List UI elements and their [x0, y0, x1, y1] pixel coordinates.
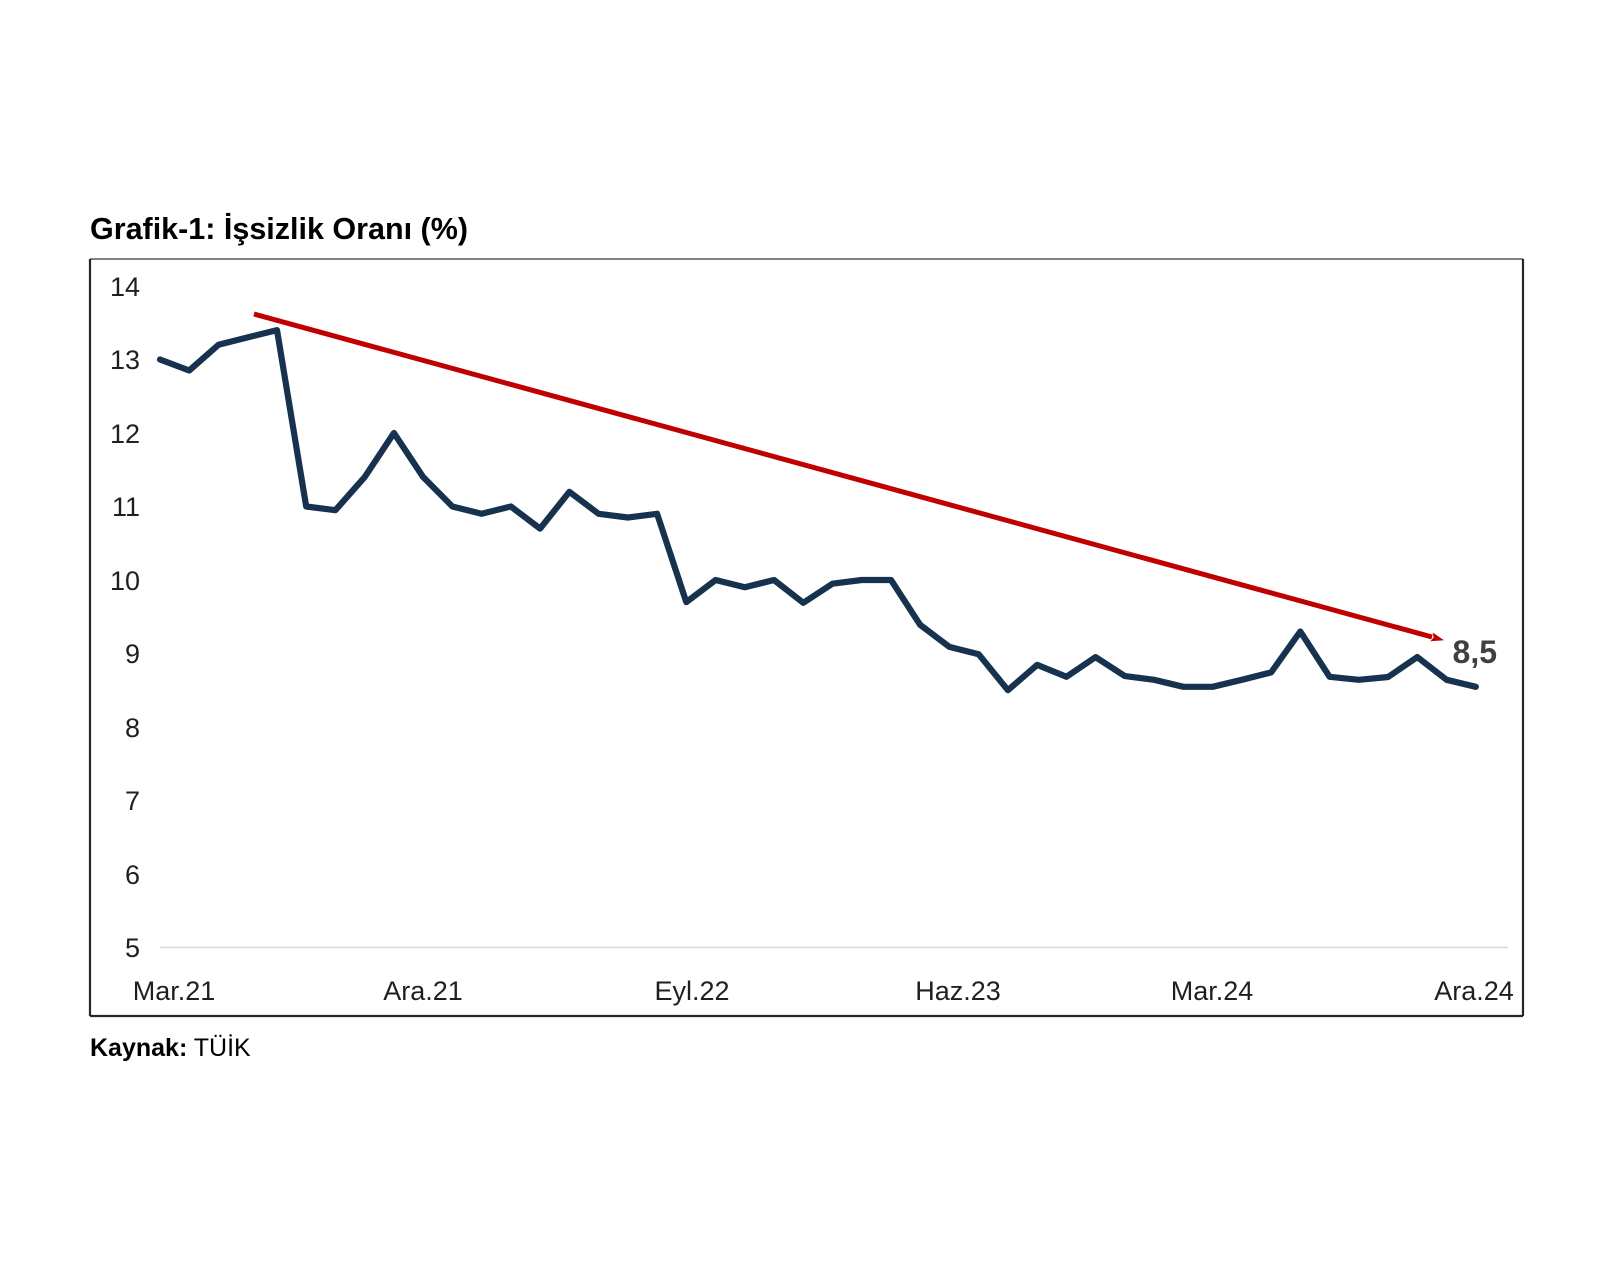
svg-text:11: 11	[112, 492, 140, 522]
svg-text:Mar.21: Mar.21	[133, 976, 216, 1006]
svg-text:12: 12	[110, 419, 140, 449]
svg-text:14: 14	[110, 272, 140, 302]
svg-text:Haz.23: Haz.23	[915, 976, 1001, 1006]
svg-text:5: 5	[125, 933, 140, 963]
svg-text:9: 9	[125, 639, 140, 669]
svg-text:13: 13	[110, 345, 140, 375]
svg-text:8: 8	[125, 713, 140, 743]
svg-text:7: 7	[125, 786, 140, 816]
svg-text:Ara.24: Ara.24	[1434, 976, 1514, 1006]
svg-text:Eyl.22: Eyl.22	[654, 976, 729, 1006]
svg-text:Mar.24: Mar.24	[1171, 976, 1254, 1006]
svg-text:6: 6	[125, 860, 140, 890]
svg-text:10: 10	[110, 566, 140, 596]
svg-text:Ara.21: Ara.21	[383, 976, 463, 1006]
svg-text:8,5: 8,5	[1453, 634, 1497, 670]
